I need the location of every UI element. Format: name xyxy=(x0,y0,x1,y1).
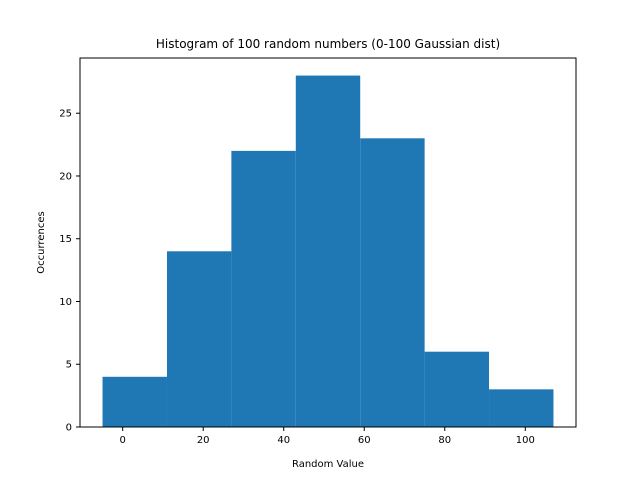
histogram-bar xyxy=(295,75,361,428)
histogram-bar xyxy=(102,376,167,427)
y-tick-label: 25 xyxy=(59,109,72,120)
y-axis-label: Occurrences xyxy=(36,211,47,273)
histogram-bar xyxy=(489,389,554,427)
x-tick-label: 20 xyxy=(197,435,210,446)
x-axis: 0 20 40 60 80 100 xyxy=(119,427,535,446)
histogram-bar xyxy=(424,351,490,427)
x-tick-label: 80 xyxy=(438,435,451,446)
histogram-bar xyxy=(231,150,296,427)
y-tick-label: 10 xyxy=(59,297,72,308)
histogram-bar xyxy=(360,138,425,427)
y-tick-label: 0 xyxy=(66,423,72,434)
y-tick-label: 20 xyxy=(59,171,72,182)
x-tick-label: 60 xyxy=(358,435,371,446)
y-axis: 0 5 10 15 20 25 xyxy=(59,109,80,434)
bars-group xyxy=(102,75,554,428)
x-tick-label: 100 xyxy=(516,435,535,446)
chart-title: Histogram of 100 random numbers (0-100 G… xyxy=(156,37,500,51)
plot-frame xyxy=(79,57,577,428)
x-axis-label: Random Value xyxy=(292,459,364,470)
x-tick-label: 40 xyxy=(277,435,290,446)
y-tick-label: 15 xyxy=(59,234,72,245)
y-tick-label: 5 xyxy=(66,360,72,371)
x-tick-label: 0 xyxy=(119,435,125,446)
histogram-bar xyxy=(166,251,232,427)
